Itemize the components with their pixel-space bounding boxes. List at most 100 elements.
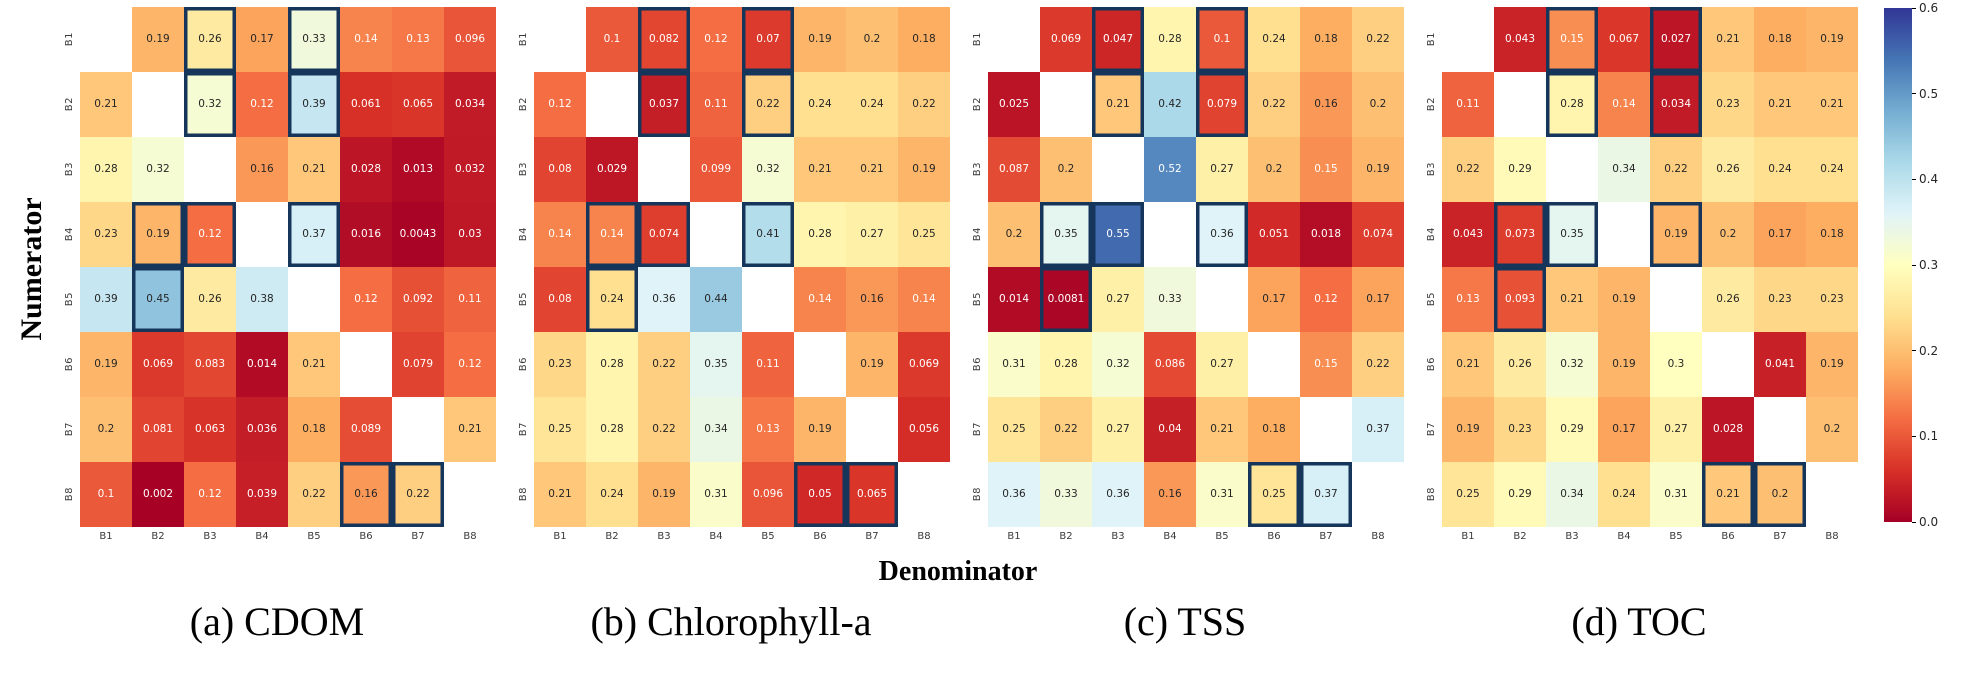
colorbar-tick: 0.6 bbox=[1912, 1, 1938, 15]
heatmap-cell: 0.24 bbox=[794, 72, 846, 137]
heatmap-cell: 0.19 bbox=[846, 332, 898, 397]
heatmap-cell: 0.17 bbox=[1754, 202, 1806, 267]
y-tick-text: B5 bbox=[1425, 292, 1437, 307]
panel-caption: (c) TSS bbox=[1123, 599, 1247, 644]
colorbar-tick-mark bbox=[1912, 435, 1916, 437]
heatmap-cell: 0.069 bbox=[898, 332, 950, 397]
y-tick-text: B3 bbox=[517, 162, 529, 177]
heatmap-cell: 0.28 bbox=[794, 202, 846, 267]
heatmap-cell bbox=[742, 267, 794, 332]
y-tick-text: B7 bbox=[517, 422, 529, 437]
heatmap-cell: 0.12 bbox=[534, 72, 586, 137]
heatmap-cell bbox=[340, 332, 392, 397]
heatmap-cell: 0.28 bbox=[80, 137, 132, 202]
y-tick-label: B2 bbox=[512, 72, 534, 137]
y-tick-text: B4 bbox=[63, 227, 75, 242]
heatmap-cell: 0.16 bbox=[1300, 72, 1352, 137]
y-tick-text: B4 bbox=[971, 227, 983, 242]
y-tick-text: B8 bbox=[1425, 487, 1437, 502]
heatmap-cell: 0.23 bbox=[1702, 72, 1754, 137]
heatmap-cell: 0.2 bbox=[1352, 72, 1404, 137]
heatmap-cell: 0.19 bbox=[80, 332, 132, 397]
y-tick-text: B5 bbox=[517, 292, 529, 307]
heatmap-cell: 0.2 bbox=[1702, 202, 1754, 267]
heatmap-cell: 0.52 bbox=[1144, 137, 1196, 202]
heatmap-cell bbox=[586, 72, 638, 137]
heatmap-panel: B1 B2 B3 B4 B5 B6 B7 B8 0.069 0.047 0.28 0.1 0.24 0.1… bbox=[966, 7, 1404, 547]
x-tick-label: B6 bbox=[813, 531, 827, 542]
heatmap-cell: 0.28 bbox=[586, 397, 638, 462]
heatmap-cell: 0.079 bbox=[1196, 72, 1248, 137]
x-tick-label: B2 bbox=[1059, 531, 1073, 542]
heatmap-cell: 0.19 bbox=[794, 397, 846, 462]
x-tick-label: B4 bbox=[709, 531, 723, 542]
heatmap-cell: 0.23 bbox=[80, 202, 132, 267]
y-tick-label: B6 bbox=[966, 332, 988, 397]
heatmap-cell: 0.16 bbox=[846, 267, 898, 332]
heatmap-cell: 0.2 bbox=[846, 7, 898, 72]
y-tick-label: B6 bbox=[1420, 332, 1442, 397]
heatmap-cell: 0.079 bbox=[392, 332, 444, 397]
heatmap-cell bbox=[1300, 397, 1352, 462]
y-tick-text: B2 bbox=[63, 97, 75, 112]
x-tick-label: B3 bbox=[203, 531, 217, 542]
heatmap-cell: 0.074 bbox=[638, 202, 690, 267]
y-tick-text: B4 bbox=[517, 227, 529, 242]
y-tick-label: B3 bbox=[966, 137, 988, 202]
heatmap-cell: 0.029 bbox=[586, 137, 638, 202]
heatmap-cell: 0.065 bbox=[846, 462, 898, 527]
heatmap-cell: 0.17 bbox=[1598, 397, 1650, 462]
x-tick-label: B5 bbox=[1669, 531, 1683, 542]
heatmap-cell bbox=[288, 267, 340, 332]
heatmap-cell bbox=[184, 137, 236, 202]
heatmap-cell: 0.42 bbox=[1144, 72, 1196, 137]
y-tick-label: B8 bbox=[1420, 462, 1442, 527]
heatmap-cell: 0.14 bbox=[586, 202, 638, 267]
heatmap-cell bbox=[392, 397, 444, 462]
heatmap-cell: 0.3 bbox=[1650, 332, 1702, 397]
heatmap-cell: 0.19 bbox=[1352, 137, 1404, 202]
heatmap-cell: 0.26 bbox=[184, 267, 236, 332]
heatmap-cell: 0.34 bbox=[690, 397, 742, 462]
heatmap-cell: 0.041 bbox=[1754, 332, 1806, 397]
colorbar-tick-label: 0.5 bbox=[1919, 86, 1939, 101]
y-tick-label: B2 bbox=[1420, 72, 1442, 137]
heatmap-cell: 0.22 bbox=[392, 462, 444, 527]
heatmap-cell: 0.22 bbox=[1040, 397, 1092, 462]
heatmap-cell: 0.12 bbox=[444, 332, 496, 397]
x-tick-label: B7 bbox=[865, 531, 879, 542]
x-tick-label: B8 bbox=[1371, 531, 1385, 542]
heatmap-cell: 0.18 bbox=[1806, 202, 1858, 267]
heatmap-cell: 0.24 bbox=[586, 267, 638, 332]
heatmap-panels: B1 B2 B3 B4 B5 B6 B7 B8 0.19 0.26 0.17 0.33 0.14 0.13… bbox=[58, 7, 1858, 547]
heatmap-cell: 0.24 bbox=[586, 462, 638, 527]
heatmap-cell: 0.24 bbox=[1754, 137, 1806, 202]
heatmap-panel: B1 B2 B3 B4 B5 B6 B7 B8 0.043 0.15 0.067 0.027 0.21 0… bbox=[1420, 7, 1858, 547]
heatmap-cell: 0.22 bbox=[288, 462, 340, 527]
heatmap-cell: 0.21 bbox=[80, 72, 132, 137]
heatmap-grid: 0.069 0.047 0.28 0.1 0.24 0.18 0.22 0.025 0.21 0.… bbox=[988, 7, 1404, 527]
heatmap-cell: 0.31 bbox=[988, 332, 1040, 397]
heatmap-cell bbox=[1092, 137, 1144, 202]
panel-caption: (a) CDOM bbox=[189, 599, 365, 644]
x-tick-label: B1 bbox=[99, 531, 113, 542]
heatmap-cell: 0.063 bbox=[184, 397, 236, 462]
x-tick-labels: B1 B2 B3 B4 B5 B6 B7 B8 bbox=[1442, 527, 1858, 547]
colorbar-tick-label: 0.3 bbox=[1919, 258, 1939, 272]
x-tick-labels: B1 B2 B3 B4 B5 B6 B7 B8 bbox=[988, 527, 1404, 547]
heatmap-cell bbox=[1754, 397, 1806, 462]
colorbar-tick-mark bbox=[1912, 350, 1916, 352]
heatmap-cell: 0.27 bbox=[1650, 397, 1702, 462]
captions-row: (a) CDOM (b) Chlorophyll-a (c) TSS (d) TOC bbox=[58, 598, 1858, 645]
heatmap-cell: 0.18 bbox=[1248, 397, 1300, 462]
x-tick-label: B2 bbox=[1513, 531, 1527, 542]
y-tick-label: B5 bbox=[1420, 267, 1442, 332]
x-tick-label: B6 bbox=[1721, 531, 1735, 542]
y-tick-labels: B1 B2 B3 B4 B5 B6 B7 B8 bbox=[58, 7, 80, 527]
x-tick-label: B7 bbox=[1319, 531, 1333, 542]
heatmap-cell: 0.12 bbox=[690, 7, 742, 72]
heatmap-cell: 0.028 bbox=[340, 137, 392, 202]
heatmap-cell: 0.0081 bbox=[1040, 267, 1092, 332]
x-tick-label: B3 bbox=[1111, 531, 1125, 542]
heatmap-cell: 0.17 bbox=[1248, 267, 1300, 332]
